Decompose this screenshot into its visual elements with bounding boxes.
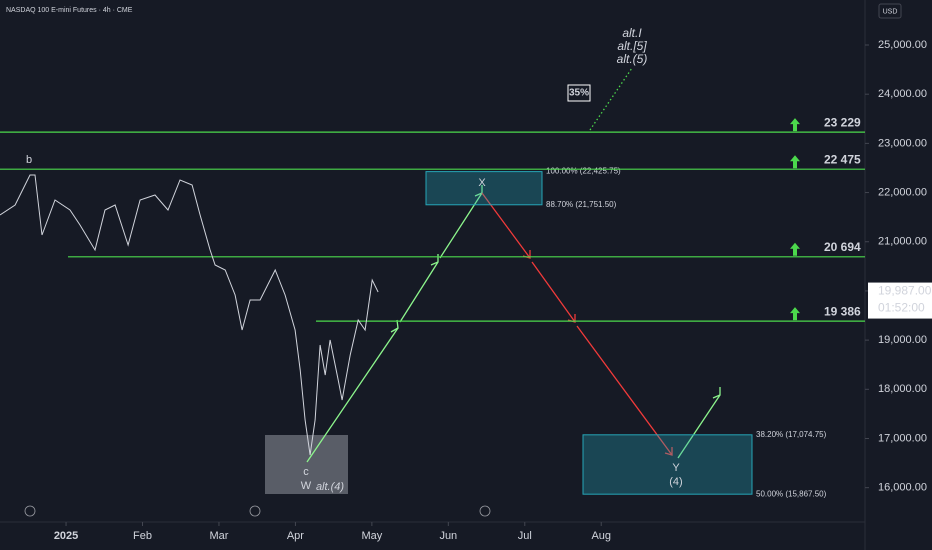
- y-tick-label: 16,000.00: [878, 482, 927, 494]
- last-price-tag: [868, 282, 932, 319]
- wave-label: alt.I: [622, 26, 642, 40]
- level-label: 22 475: [824, 152, 861, 166]
- up-arrow: [790, 307, 800, 321]
- y-tick-label: 21,000.00: [878, 236, 927, 248]
- wave-label: alt.[5]: [617, 39, 647, 53]
- wave-label: 35%: [569, 88, 589, 99]
- up-arrow: [790, 155, 800, 169]
- fib-label: 88.70% (21,751.50): [546, 200, 617, 209]
- up-arrow: [790, 242, 800, 256]
- currency-box: [878, 3, 902, 19]
- wave-label: c: [303, 466, 309, 478]
- wave-label: W: [301, 480, 312, 492]
- currency: USD: [883, 8, 898, 15]
- wave-box: [265, 435, 348, 494]
- x-tick-label: 2025: [54, 530, 78, 542]
- y-tick-label: 19,000.00: [878, 334, 927, 346]
- x-tick-label: May: [361, 530, 382, 542]
- target-box: [425, 171, 543, 206]
- wave-arrows: [306, 67, 721, 463]
- level-label: 23 229: [824, 115, 861, 129]
- wave-label: (4): [669, 476, 682, 488]
- y-tick-label: 22,000.00: [878, 186, 927, 198]
- x-tick-label: Jul: [518, 530, 532, 542]
- fib-label: 38.20% (17,074.75): [756, 430, 827, 439]
- x-tick-label: Jun: [439, 530, 457, 542]
- y-tick-label: 17,000.00: [878, 432, 927, 444]
- level-label: 20 694: [824, 240, 861, 254]
- up-arrow: [790, 118, 800, 132]
- wave-label: alt.(5): [617, 52, 648, 66]
- wave-label: Y: [672, 462, 680, 474]
- y-tick-label: 23,000.00: [878, 137, 927, 149]
- fib-label: 100.00% (22,425.75): [546, 167, 621, 176]
- wave-label: alt.(4): [316, 481, 344, 493]
- y-tick-label: 25,000.00: [878, 39, 927, 51]
- countdown: 01:52:00: [878, 301, 925, 315]
- wave-label: X: [478, 177, 486, 189]
- x-tick-label: Mar: [209, 530, 228, 542]
- x-tick-label: Apr: [287, 530, 304, 542]
- nav-icons: [24, 505, 491, 517]
- price-line: [0, 174, 379, 456]
- y-tick-label: 18,000.00: [878, 383, 927, 395]
- y-tick-label: 24,000.00: [878, 88, 927, 100]
- x-tick-label: Aug: [591, 530, 611, 542]
- x-tick-label: Feb: [133, 530, 152, 542]
- wave-label: b: [26, 154, 32, 166]
- last-price: 19,987.00: [878, 284, 932, 298]
- level-label: 19 386: [824, 304, 861, 318]
- target-box: [582, 434, 753, 495]
- fib-label: 50.00% (15,867.50): [756, 489, 827, 498]
- chart-title: NASDAQ 100 E-mini Futures · 4h · CME: [6, 7, 133, 14]
- percent-box: [567, 84, 591, 102]
